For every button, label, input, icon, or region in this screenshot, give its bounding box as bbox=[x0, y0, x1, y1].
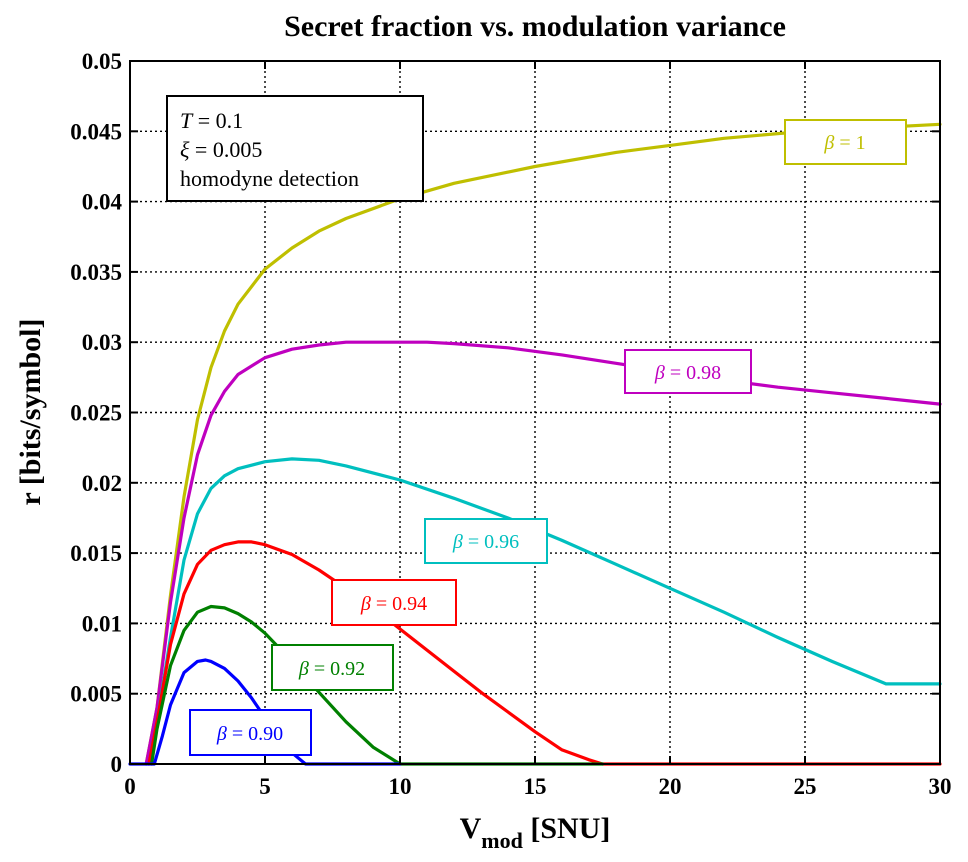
x-axis-label-sub: mod bbox=[481, 828, 523, 853]
series-label-text: β = 0.90 bbox=[216, 723, 283, 745]
series-label-beta-1: β = 1 bbox=[784, 119, 907, 165]
annotation-line-xi: ξ = 0.005 bbox=[180, 137, 262, 162]
y-tick-label: 0.035 bbox=[70, 260, 122, 285]
series-label-text: β = 0.96 bbox=[452, 531, 519, 553]
series-label-box bbox=[424, 518, 548, 564]
series-label-box bbox=[624, 349, 752, 394]
series-label-beta-0-94: β = 0.94 bbox=[331, 579, 457, 626]
chart-title: Secret fraction vs. modulation variance bbox=[284, 10, 786, 43]
series-label-text: β = 0.92 bbox=[298, 658, 365, 680]
x-tick-label: 5 bbox=[259, 774, 271, 799]
series-label-text: β = 0.98 bbox=[654, 362, 721, 384]
series-label-box bbox=[331, 579, 457, 626]
parameter-annotation: T = 0.1 ξ = 0.005 homodyne detection bbox=[166, 95, 424, 202]
y-tick-label: 0.04 bbox=[82, 190, 123, 215]
x-axis-label-units: [SNU] bbox=[523, 812, 611, 845]
x-tick-label: 30 bbox=[929, 774, 952, 799]
series-label-box bbox=[271, 644, 394, 691]
y-tick-label: 0.01 bbox=[82, 611, 122, 636]
series-line-2 bbox=[147, 457, 942, 766]
grid bbox=[130, 61, 940, 764]
y-axis-label: r [bits/symbol] bbox=[14, 319, 47, 506]
series-group bbox=[128, 122, 942, 766]
y-tick-label: 0.005 bbox=[70, 682, 122, 707]
series-label-box bbox=[189, 709, 312, 756]
series-label-text: β = 1 bbox=[823, 132, 865, 154]
y-tick-labels: 0 0.005 0.01 0.015 0.02 0.025 0.03 0.035 0.04 0.0… bbox=[70, 49, 122, 777]
y-tick-label: 0.02 bbox=[82, 471, 122, 496]
y-tick-label: 0.05 bbox=[82, 49, 122, 74]
y-tick-label: 0.045 bbox=[70, 119, 122, 144]
axis-ticks bbox=[129, 60, 941, 765]
x-tick-label: 20 bbox=[659, 774, 682, 799]
y-tick-label: 0.03 bbox=[82, 330, 122, 355]
series-label-box bbox=[784, 119, 907, 165]
x-tick-label: 25 bbox=[794, 774, 817, 799]
annotation-line-t: T = 0.1 bbox=[180, 108, 243, 133]
x-tick-label: 10 bbox=[389, 774, 412, 799]
x-tick-labels: 0 5 10 15 20 25 30 bbox=[124, 774, 951, 799]
x-tick-label: 15 bbox=[524, 774, 547, 799]
parameter-annotation-box bbox=[166, 95, 424, 202]
annotation-line-detection: homodyne detection bbox=[180, 166, 359, 191]
x-axis-label: Vmod [SNU] bbox=[460, 812, 611, 853]
series-label-beta-0-90: β = 0.90 bbox=[189, 709, 312, 756]
series-label-beta-0-98: β = 0.98 bbox=[624, 349, 752, 394]
y-tick-label: 0.025 bbox=[70, 401, 122, 426]
x-axis-label-main: V bbox=[460, 812, 482, 845]
series-label-beta-0-92: β = 0.92 bbox=[271, 644, 394, 691]
series-label-beta-0-96: β = 0.96 bbox=[424, 518, 548, 564]
x-tick-label: 0 bbox=[124, 774, 136, 799]
series-line-0 bbox=[144, 122, 942, 766]
y-tick-label: 0 bbox=[111, 752, 123, 777]
series-label-text: β = 0.94 bbox=[360, 593, 427, 615]
y-tick-label: 0.015 bbox=[70, 541, 122, 566]
